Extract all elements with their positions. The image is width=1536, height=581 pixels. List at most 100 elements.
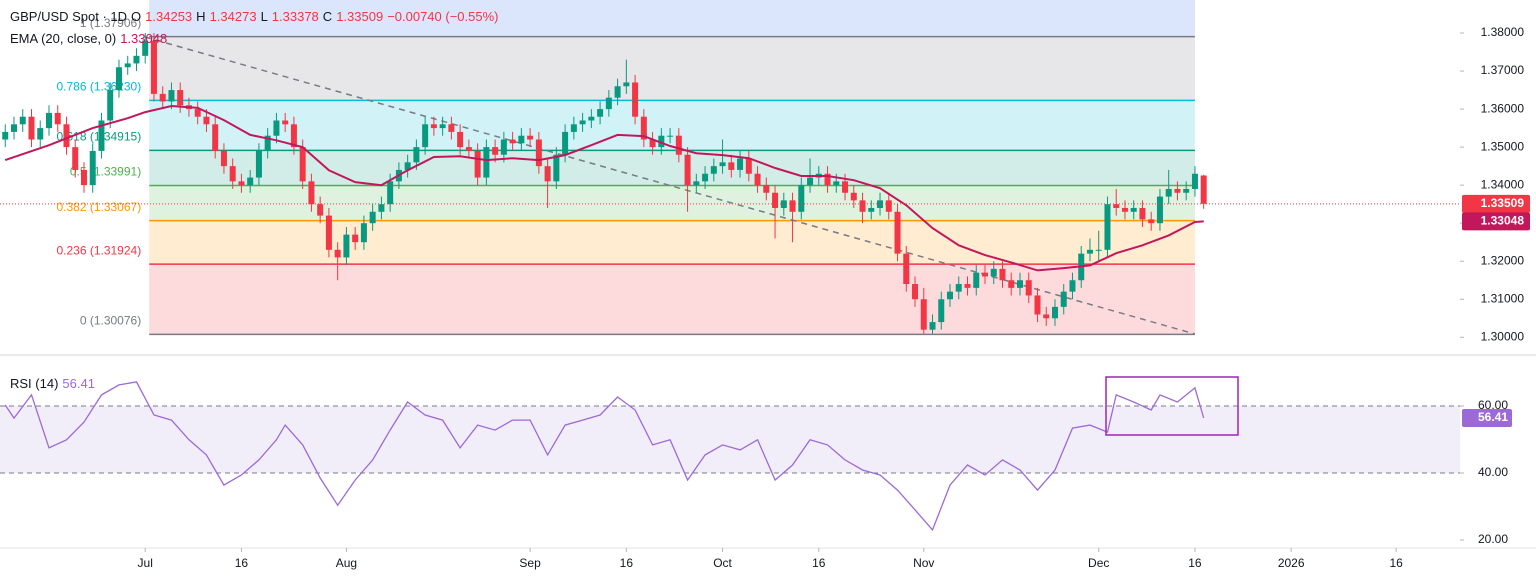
candle-body [728,162,735,170]
symbol-title: GBP/USD Spot · 1D [10,9,128,24]
candle-body [1008,280,1015,288]
x-tick-label: 16 [235,556,249,570]
candle-body [483,147,490,178]
candle-body [614,86,621,98]
ohlc-label: O [131,9,142,24]
candle-body [842,181,849,193]
candle-body [789,200,796,212]
rsi-tag [1462,409,1512,428]
candle-body [640,116,647,140]
y-tick-label: 1.32000 [1481,253,1525,267]
candle-body [404,162,411,170]
candle-body [710,166,717,174]
y-tick-label: 40.00 [1478,465,1508,479]
candle-body [142,40,149,56]
ohlc-value: 1.34273 [209,9,257,24]
candle-body [745,158,752,174]
candle-body [369,211,376,224]
candle-body [807,177,814,186]
rsi-annotation-box [1105,376,1239,436]
ema-name: EMA (20, close, 0) [10,31,117,46]
candle-body [273,120,280,136]
candle-body [1183,188,1190,193]
candle-body [719,162,726,167]
candle-body [964,284,971,288]
candle-body [290,124,297,148]
price-change: −0.00740 (−0.55%) [387,9,499,24]
y-tick-label: 1.31000 [1481,291,1525,305]
candle-body [448,124,455,132]
candle-body [247,177,254,186]
ohlc-value: 1.34253 [145,9,193,24]
candle-body [98,120,105,151]
candle-body [457,131,464,148]
x-tick-label: 16 [1188,556,1202,570]
fib-band [149,100,1195,151]
candle-body [1043,314,1050,319]
candle-body [334,249,341,258]
ohlc-value: 1.33378 [271,9,319,24]
fib-band [149,185,1195,221]
candle-body [955,284,962,292]
candle-body [54,112,61,125]
candle-body [649,139,656,148]
x-tick-label: Aug [336,556,357,570]
candle-body [763,185,770,193]
rsi-value: 56.41 [62,376,95,391]
candle-body [352,234,359,243]
candle-body [80,169,87,186]
candle-body [850,192,857,201]
symbol-legend: GBP/USD Spot · 1D O 1.34253 H 1.34273 L 1.3… [10,9,499,24]
ema-value: 1.33048 [120,31,168,46]
y-tick-label: 20.00 [1478,532,1508,546]
candle-body [264,135,271,151]
candle-body [1086,249,1093,254]
candle-body [220,150,227,167]
candle-body [588,116,595,121]
candle-body [360,223,367,243]
rsi-legend: RSI (14) 56.41 [10,376,95,391]
fib-band [149,150,1195,186]
candle-body [973,272,980,288]
ohlc-value: 1.33509 [336,9,384,24]
candle-body [45,112,52,129]
y-tick-label: 60.00 [1478,398,1508,412]
candle-body [1130,207,1137,212]
candle-body [938,299,945,323]
candle-body [737,158,744,170]
candle-body [684,154,691,186]
candle-body [570,124,577,132]
candle-body [308,181,315,205]
candle-body [28,116,35,140]
candle-body [632,82,639,117]
candle-body [212,124,219,151]
x-tick-label: Jul [138,556,153,570]
candle-body [150,40,157,94]
candle-body [693,181,700,186]
candle-body [623,82,630,87]
candle-body [238,181,245,186]
candle-body [413,147,420,163]
candle-body [1060,291,1067,307]
y-tick-label: 1.36000 [1481,101,1525,115]
candle-body [255,150,262,178]
candle-body [282,120,289,125]
candle-body [877,200,884,208]
candle-body [325,215,332,250]
rsi-title: RSI (14) [10,376,59,391]
candle-body [72,147,79,170]
candle-body [912,284,919,300]
candle-body [1200,175,1207,204]
candle-body [947,291,954,300]
candle-body [89,150,96,186]
y-tick-label: 1.34000 [1481,177,1525,191]
candle-body [465,147,472,151]
rsi-tag-label: 56.41 [1478,410,1508,424]
candle-body [990,268,997,277]
candle-body [387,181,394,205]
x-tick-label: Sep [519,556,541,570]
ohlc-label: L [260,9,268,24]
candle-body [667,135,674,137]
